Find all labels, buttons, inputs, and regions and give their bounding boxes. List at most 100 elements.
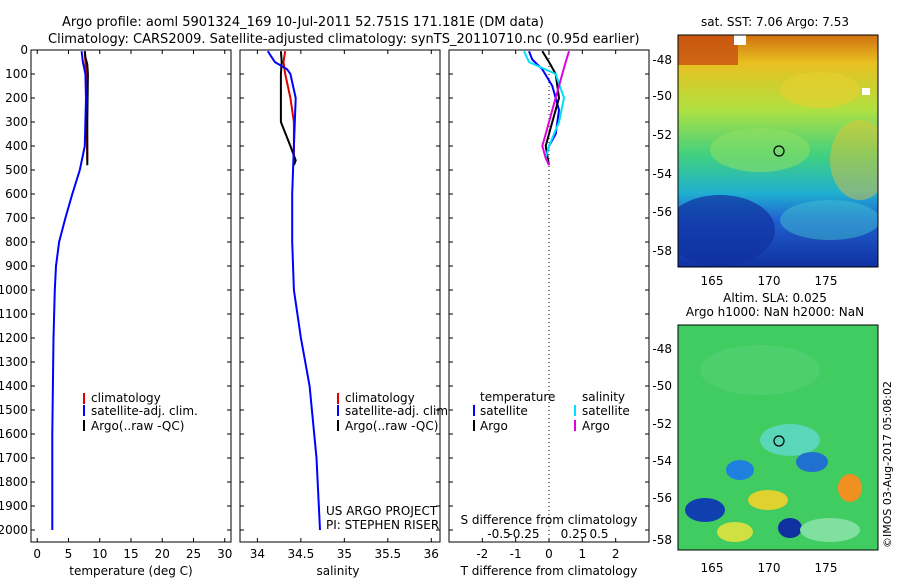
y-tick-label: 1700 [0, 451, 28, 465]
y-tick-label: 1100 [0, 307, 28, 321]
x-tick-label: 10 [92, 547, 107, 561]
series-line-argo-raw-qc- [83, 51, 89, 166]
depth-axis: 0 100 200 300 400 500 600 700 800 900 1000 1100 1200… [0, 43, 231, 537]
sla-lon-tick: 175 [815, 561, 838, 575]
temperature-lines [51, 51, 89, 530]
x-tick-label: 30 [217, 547, 232, 561]
y-tick-label: 300 [5, 115, 28, 129]
legend-label-climatology: climatology [345, 391, 415, 405]
top-x-tick-label: 0.25 [561, 527, 588, 541]
sst-map-panel: sat. SST: 7.06 Argo: 7.53 -48 -50 -52 -5… [652, 15, 879, 288]
x-tick-label: 15 [123, 547, 138, 561]
figure-title-line1: Argo profile: aoml 5901324_169 10-Jul-20… [62, 15, 544, 30]
salinity-y-ticks [240, 49, 440, 531]
sla-lat-tick: -54 [652, 454, 672, 468]
legend-label-climatology: climatology [91, 391, 161, 405]
legend-label-t-argo: Argo [480, 419, 508, 433]
sst-lon-tick: 165 [701, 274, 724, 288]
imos-timestamp: ©IMOS 03-Aug-2017 05:08:02 [881, 381, 894, 548]
x-tick-label: 25 [186, 547, 201, 561]
x-tick-label: 0 [545, 547, 553, 561]
salinity-xlabel: salinity [316, 564, 359, 578]
y-tick-label: 900 [5, 259, 28, 273]
y-tick-label: 500 [5, 163, 28, 177]
sst-map-title: sat. SST: 7.06 Argo: 7.53 [701, 15, 849, 29]
sst-lat-tick: -50 [652, 89, 672, 103]
difference-legend: temperature salinity satellite Argo sate… [473, 390, 630, 433]
x-tick-label: 34 [250, 547, 265, 561]
credit-pi: PI: STEPHEN RISER [326, 518, 439, 532]
sla-map-title-line2: Argo h1000: NaN h2000: NaN [686, 305, 864, 319]
sla-lon-tick: 165 [701, 561, 724, 575]
y-tick-label: 1300 [0, 355, 28, 369]
legend-label-t-satellite: satellite [480, 404, 528, 418]
sst-lat-tick: -54 [652, 167, 672, 181]
difference-xlabel: T difference from climatology [460, 564, 638, 578]
x-tick-label: 35 [337, 547, 352, 561]
legend-label-argo: Argo(..raw -QC) [91, 419, 184, 433]
sst-lat-tick: -56 [652, 205, 672, 219]
salinity-axes-frame [239, 49, 441, 543]
top-x-tick-label: -0.25 [508, 527, 539, 541]
difference-panel: -2 -1 0 1 2 -0.5-0.25 0.25 0.5 T difference fro… [448, 49, 650, 578]
sst-lat-tick: -52 [652, 128, 672, 142]
y-tick-label: 1800 [0, 475, 28, 489]
salinity-legend: climatology satellite-adj. clim. Argo(..… [337, 391, 452, 433]
sla-lat-tick: -48 [652, 342, 672, 356]
temperature-x-axis: 0 5 10 15 20 25 30 [33, 50, 232, 561]
sla-map-frame [677, 324, 879, 551]
salinity-lines [266, 50, 321, 531]
top-x-tick-label: 0.5 [589, 527, 608, 541]
y-tick-label: 1900 [0, 499, 28, 513]
x-tick-label: 20 [155, 547, 170, 561]
sla-lat-tick: -58 [652, 533, 672, 547]
y-tick-label: 1600 [0, 427, 28, 441]
x-tick-label: 0 [33, 547, 41, 561]
x-tick-label: 34.5 [288, 547, 315, 561]
y-tick-label: 200 [5, 91, 28, 105]
difference-x-axis: -2 -1 0 1 2 -0.5-0.25 0.25 0.5 [476, 50, 619, 561]
temperature-panel: 0100200300400500600700800900100011001200… [0, 43, 232, 578]
sst-argo-position-marker [773, 145, 785, 157]
legend-label-satellite-adj: satellite-adj. clim. [345, 404, 452, 418]
legend-header-temperature: temperature [480, 390, 555, 404]
legend-label-argo: Argo(..raw -QC) [345, 419, 438, 433]
sst-map-image [678, 35, 878, 267]
series-line-satellite-adj-clim- [51, 51, 87, 530]
sst-lon-tick: 170 [758, 274, 781, 288]
y-tick-label: 800 [5, 235, 28, 249]
y-tick-label: 400 [5, 139, 28, 153]
legend-label-s-satellite: satellite [582, 404, 630, 418]
top-x-tick-label: -0.5 [487, 527, 510, 541]
temperature-legend: climatology satellite-adj. clim. Argo(..… [83, 391, 198, 433]
sla-argo-position-marker [773, 435, 785, 447]
y-tick-label: 1500 [0, 403, 28, 417]
y-tick-label: 600 [5, 187, 28, 201]
salinity-panel: 34 34.5 35 35.5 36 salinity climatology sate… [239, 49, 452, 578]
x-tick-label: -1 [510, 547, 522, 561]
sla-lat-tick: -56 [652, 491, 672, 505]
x-tick-label: 36 [424, 547, 439, 561]
sla-map-title-line1: Altim. SLA: 0.025 [723, 291, 827, 305]
legend-header-salinity: salinity [582, 390, 625, 404]
sla-map-image [678, 325, 878, 550]
difference-top-xlabel: S difference from climatology [461, 513, 638, 527]
x-tick-label: 1 [579, 547, 587, 561]
x-tick-label: -2 [476, 547, 488, 561]
series-line-satellite-adj-clim- [266, 50, 321, 531]
series-line-argo-raw-qc- [279, 51, 297, 166]
credit-project: US ARGO PROJECT [326, 504, 438, 518]
y-tick-label: 0 [20, 43, 28, 57]
sla-lon-tick: 170 [758, 561, 781, 575]
y-tick-label: 1000 [0, 283, 28, 297]
temperature-xlabel: temperature (deg C) [69, 564, 192, 578]
y-tick-label: 1200 [0, 331, 28, 345]
series-line-salinity-satellite [523, 50, 565, 166]
sla-lat-tick: -50 [652, 379, 672, 393]
series-line-salinity-argo [541, 50, 570, 166]
difference-y-ticks [449, 49, 649, 531]
salinity-x-axis: 34 34.5 35 35.5 36 [250, 50, 439, 561]
sst-lat-tick: -58 [652, 244, 672, 258]
x-tick-label: 5 [65, 547, 73, 561]
